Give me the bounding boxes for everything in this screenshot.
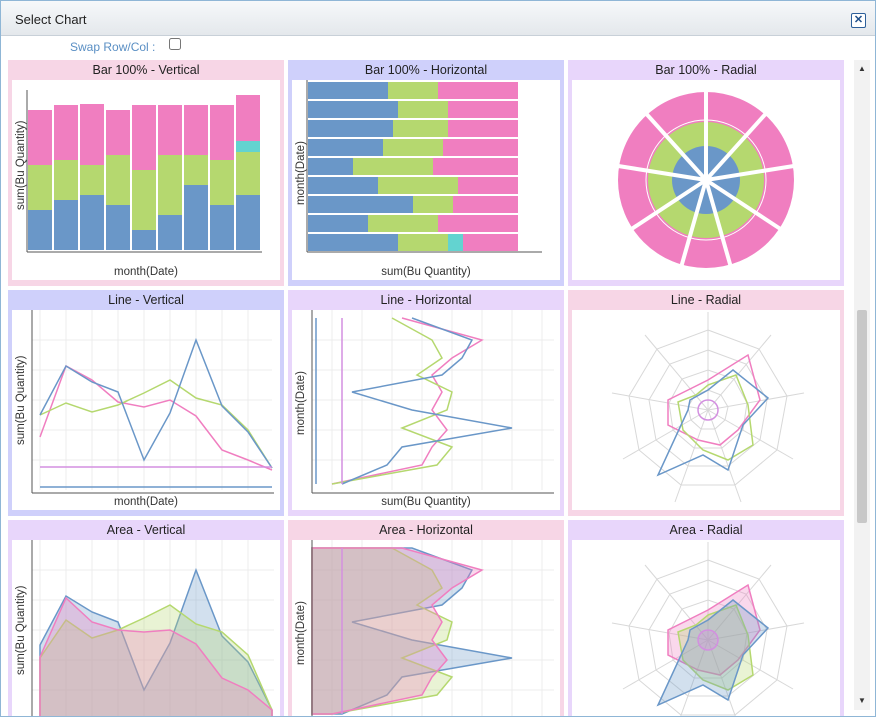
x-axis-label: sum(Bu Quantity) bbox=[381, 496, 471, 508]
panel-title: Bar 100% - Radial bbox=[655, 63, 757, 77]
bar-stack-4 bbox=[106, 110, 130, 250]
chart-preview: sum(Bu Quantity) bbox=[12, 540, 280, 716]
panel-title: Area - Horizontal bbox=[379, 523, 473, 537]
bar-stack-1 bbox=[28, 110, 52, 250]
scroll-down-arrow-icon[interactable]: ▼ bbox=[858, 696, 866, 705]
y-axis-label: month(Date) bbox=[295, 141, 307, 205]
chart-thumbnails-grid: Bar 100% - Vertical sum(Bu Quantity) m bbox=[8, 60, 846, 716]
chart-preview bbox=[572, 80, 840, 280]
x-axis-label: sum(Bu Quantity) bbox=[381, 266, 471, 278]
chart-preview: sum(Bu Quantity) month(Date) bbox=[12, 80, 280, 280]
panel-title: Area - Radial bbox=[669, 523, 743, 537]
bar-stack-3 bbox=[80, 104, 104, 250]
chart-preview bbox=[572, 310, 840, 510]
chart-option-area-vertical[interactable]: Area - Vertical sum(Bu Quantity) bbox=[8, 520, 284, 716]
dialog-titlebar[interactable]: Select Chart ✕ bbox=[1, 1, 875, 36]
bar-stack-2 bbox=[54, 105, 78, 250]
chart-preview: month(Date) bbox=[292, 540, 560, 716]
dialog-title: Select Chart bbox=[15, 12, 87, 27]
panel-title: Line - Vertical bbox=[108, 293, 184, 307]
chart-option-area-radial[interactable]: Area - Radial bbox=[568, 520, 844, 716]
panel-title: Bar 100% - Horizontal bbox=[364, 63, 488, 77]
chart-preview bbox=[572, 540, 840, 716]
panel-title: Bar 100% - Vertical bbox=[92, 63, 200, 77]
chart-preview: month(Date) sum(Bu Quantity) bbox=[292, 80, 560, 280]
chart-option-line-vertical[interactable]: Line - Vertical sum(Bu Quantity) m bbox=[8, 290, 284, 516]
chart-option-bar100-radial[interactable]: Bar 100% - Radial bbox=[568, 60, 844, 286]
scroll-up-arrow-icon[interactable]: ▲ bbox=[858, 64, 866, 73]
bar-stack-6 bbox=[158, 105, 182, 250]
hbar-rows bbox=[308, 82, 518, 251]
y-axis-label: sum(Bu Quantity) bbox=[15, 120, 27, 210]
scroll-thumb[interactable] bbox=[857, 310, 867, 523]
bar-stack-8 bbox=[210, 105, 234, 250]
chart-preview: month(Date) sum(Bu Quantity) bbox=[292, 310, 560, 510]
close-button[interactable]: ✕ bbox=[851, 13, 866, 28]
chart-option-area-horizontal[interactable]: Area - Horizontal month(Date) bbox=[288, 520, 564, 716]
x-axis-label: month(Date) bbox=[114, 496, 178, 508]
panel-title: Line - Radial bbox=[670, 293, 742, 307]
panel-title: Line - Horizontal bbox=[380, 293, 472, 307]
bar-stack-9 bbox=[236, 95, 260, 250]
vertical-scrollbar[interactable]: ▲ ▼ bbox=[854, 60, 870, 710]
y-axis-label: month(Date) bbox=[295, 601, 307, 665]
chart-option-line-radial[interactable]: Line - Radial bbox=[568, 290, 844, 516]
y-axis-label: month(Date) bbox=[295, 371, 307, 435]
x-axis-label: month(Date) bbox=[114, 266, 178, 278]
y-axis-label: sum(Bu Quantity) bbox=[15, 585, 27, 675]
chart-option-bar100-vertical[interactable]: Bar 100% - Vertical sum(Bu Quantity) m bbox=[8, 60, 284, 286]
panel-title: Area - Vertical bbox=[106, 523, 186, 537]
chart-preview: sum(Bu Quantity) month(Date) bbox=[12, 310, 280, 510]
swap-row-col-option: Swap Row/Col : bbox=[70, 38, 181, 54]
swap-row-col-label: Swap Row/Col : bbox=[70, 40, 156, 54]
chart-option-line-horizontal[interactable]: Line - Horizontal month(Date) sum( bbox=[288, 290, 564, 516]
y-axis-label: sum(Bu Quantity) bbox=[15, 355, 27, 445]
swap-row-col-checkbox[interactable] bbox=[169, 38, 181, 50]
chart-option-bar100-horizontal[interactable]: Bar 100% - Horizontal bbox=[288, 60, 564, 286]
bar-stack-5 bbox=[132, 105, 156, 250]
bar-stack-7 bbox=[184, 105, 208, 250]
